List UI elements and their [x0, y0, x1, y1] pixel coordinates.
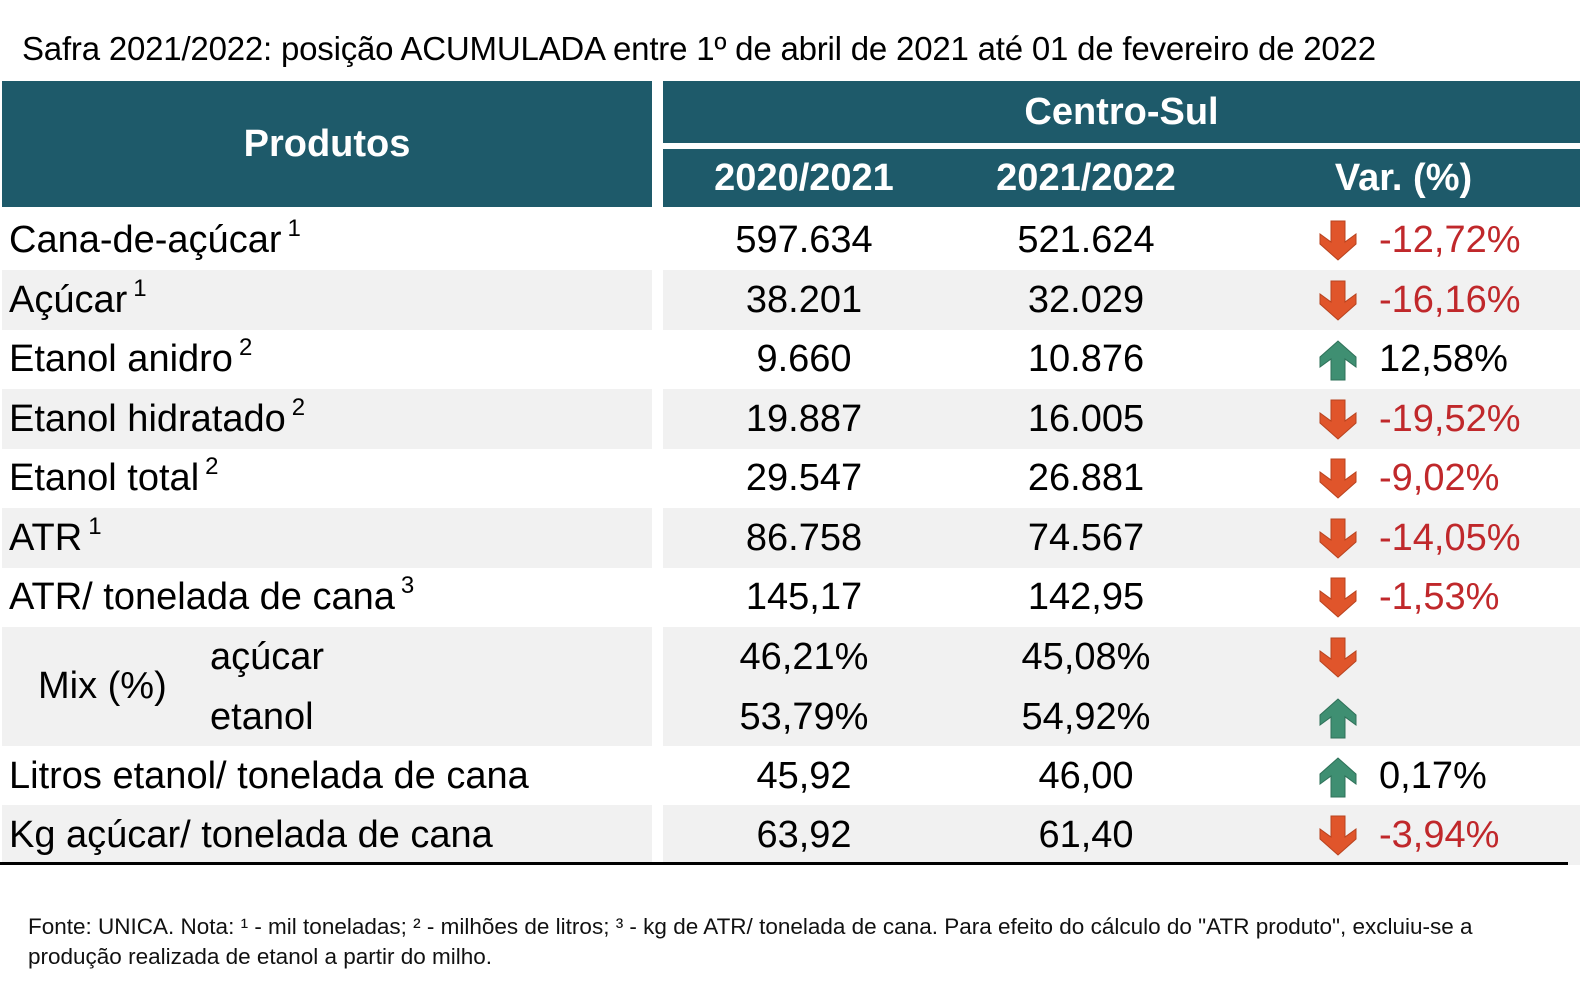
bottom-rule — [0, 862, 1568, 865]
value-2020: 63,92 — [756, 814, 852, 856]
mix-acucar-label: açúcar — [210, 636, 325, 678]
arrow-down-icon — [1318, 448, 1360, 508]
arrow-up-icon — [1318, 746, 1360, 806]
value-2021: 61,40 — [1038, 814, 1134, 856]
value-2020: 145,17 — [745, 576, 863, 618]
header-produtos: Produtos — [2, 81, 652, 207]
variation-value: -14,05% — [1379, 517, 1521, 559]
value-2021: 32.029 — [1027, 279, 1145, 321]
arrow-down-icon — [1318, 389, 1360, 449]
mix-etanol-2021: 54,92% — [1021, 696, 1151, 738]
mix-etanol-2020: 53,79% — [739, 696, 869, 738]
row-label: Açúcar 1 — [9, 275, 147, 321]
arrow-down-icon — [1318, 805, 1360, 865]
table-row: Etanol hidratado 2 19.887 16.005 -19,52% — [0, 389, 1580, 449]
header-col-var: Var. (%) — [1227, 149, 1580, 207]
arrow-up-icon — [1318, 687, 1360, 747]
variation-value: 12,58% — [1379, 338, 1508, 380]
header-col-2021: 2021/2022 — [945, 149, 1227, 207]
value-2020: 86.758 — [745, 517, 863, 559]
table-row: Cana-de-açúcar 1 597.634 521.624 -12,72% — [0, 210, 1580, 270]
value-2020: 45,92 — [756, 755, 852, 797]
row-label: Kg açúcar/ tonelada de cana — [9, 814, 493, 856]
value-2021: 10.876 — [1027, 338, 1145, 380]
variation-value: -16,16% — [1379, 279, 1521, 321]
arrow-down-icon — [1318, 210, 1360, 270]
value-2020: 597.634 — [735, 219, 873, 261]
row-label: Etanol total 2 — [9, 453, 219, 499]
source-note: Fonte: UNICA. Nota: ¹ - mil toneladas; ²… — [28, 914, 1473, 969]
value-2021: 142,95 — [1027, 576, 1145, 618]
table-title: Safra 2021/2022: posição ACUMULADA entre… — [22, 30, 1376, 67]
variation-value: -3,94% — [1379, 814, 1500, 856]
variation-value: -12,72% — [1379, 219, 1521, 261]
mix-block: Mix (%) açúcar 46,21% 45,08% etanol 53,7… — [0, 627, 1580, 746]
table-row: ATR 1 86.758 74.567 -14,05% — [0, 508, 1580, 568]
table-row: Etanol anidro 2 9.660 10.876 12,58% — [0, 329, 1580, 389]
table-row: Etanol total 2 29.547 26.881 -9,02% — [0, 448, 1580, 508]
row-label: Litros etanol/ tonelada de cana — [9, 755, 529, 797]
row-label: Cana-de-açúcar 1 — [9, 215, 301, 261]
value-2021: 46,00 — [1038, 755, 1134, 797]
mix-acucar-2021: 45,08% — [1021, 636, 1151, 678]
arrow-down-icon — [1318, 508, 1360, 568]
arrow-up-icon — [1318, 329, 1360, 389]
value-2020: 9.660 — [756, 338, 852, 380]
header-col-2020: 2020/2021 — [663, 149, 945, 207]
value-2020: 19.887 — [745, 398, 863, 440]
table-row: ATR/ tonelada de cana 3 145,17 142,95 -1,… — [0, 567, 1580, 627]
arrow-down-icon — [1318, 270, 1360, 330]
variation-value: -19,52% — [1379, 398, 1521, 440]
table-row: Litros etanol/ tonelada de cana 45,92 46… — [0, 746, 1580, 806]
value-2020: 38.201 — [745, 279, 863, 321]
row-label: Etanol anidro 2 — [9, 334, 253, 380]
mix-etanol-label: etanol — [210, 696, 314, 738]
header-region: Centro-Sul — [663, 81, 1580, 143]
arrow-down-icon — [1318, 627, 1360, 687]
variation-value: -1,53% — [1379, 576, 1500, 618]
variation-value: 0,17% — [1379, 755, 1487, 797]
value-2021: 74.567 — [1027, 517, 1145, 559]
table-row: Açúcar 1 38.201 32.029 -16,16% — [0, 270, 1580, 330]
table-row: Kg açúcar/ tonelada de cana 63,92 61,40 … — [0, 805, 1580, 865]
value-2021: 26.881 — [1027, 457, 1145, 499]
row-label: ATR 1 — [9, 513, 102, 559]
row-label: Etanol hidratado 2 — [9, 394, 306, 440]
arrow-down-icon — [1318, 567, 1360, 627]
value-2020: 29.547 — [745, 457, 863, 499]
value-2021: 521.624 — [1017, 219, 1155, 261]
variation-value: -9,02% — [1379, 457, 1500, 499]
mix-acucar-2020: 46,21% — [739, 636, 869, 678]
mix-label: Mix (%) — [38, 665, 167, 707]
value-2021: 16.005 — [1027, 398, 1145, 440]
row-label: ATR/ tonelada de cana 3 — [9, 572, 415, 618]
